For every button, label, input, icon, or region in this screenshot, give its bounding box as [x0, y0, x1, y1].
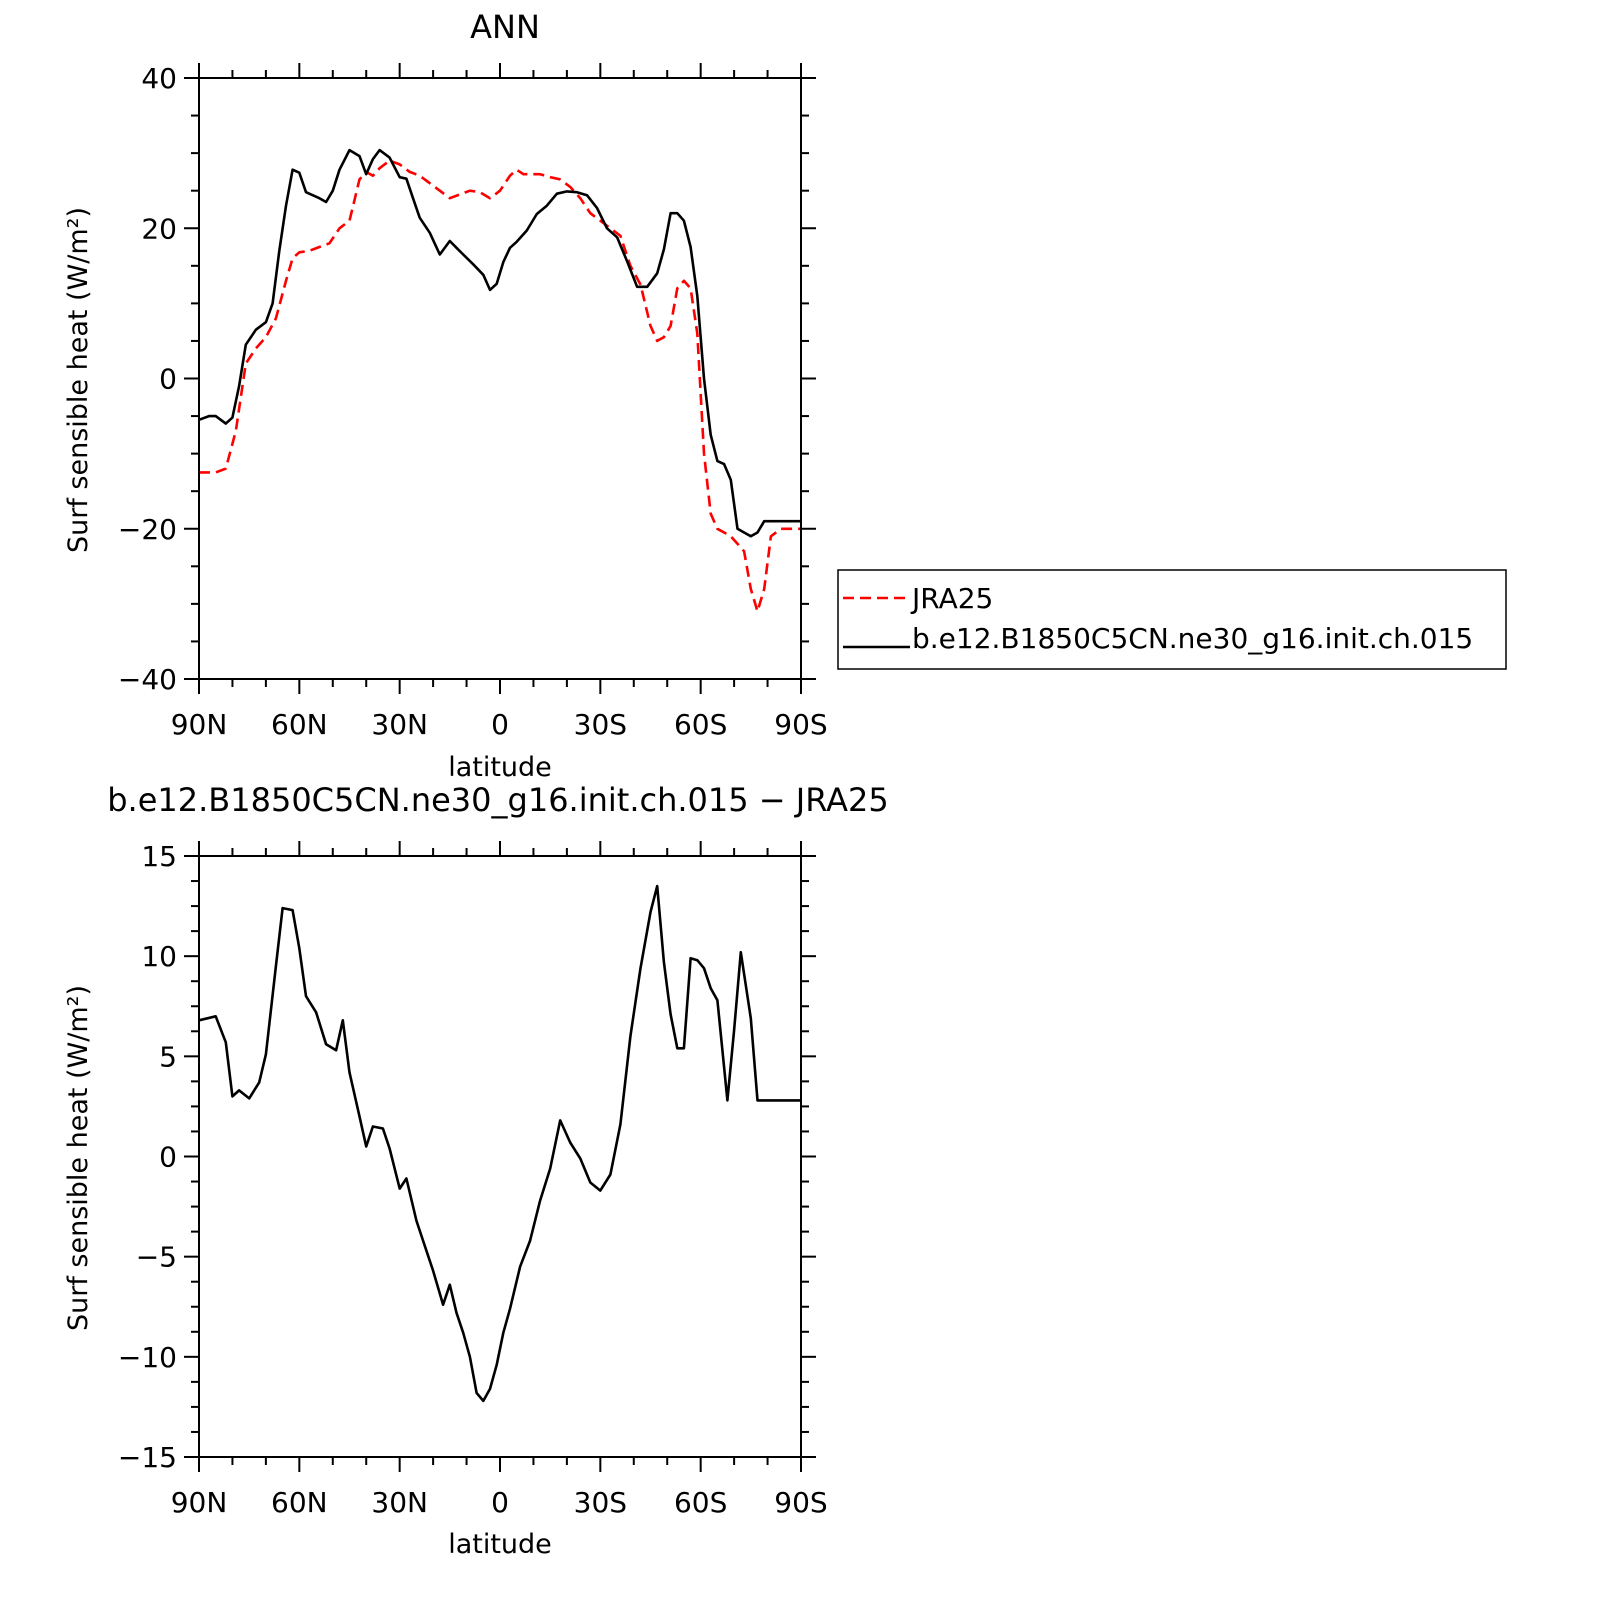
- y-tick-label: 20: [141, 212, 177, 245]
- y-tick-label: −15: [118, 1441, 177, 1474]
- series-line-series-0: [198, 884, 801, 1403]
- x-tick-label: 0: [491, 1486, 509, 1519]
- x-axis-label-difference: latitude: [448, 1529, 552, 1560]
- series-line-jra25: [199, 159, 801, 613]
- y-tick-label: 15: [141, 840, 177, 873]
- legend-box: [837, 569, 1507, 670]
- y-tick-label: −20: [118, 513, 177, 546]
- y-tick-label: −40: [118, 663, 177, 696]
- x-axis-ticks-difference: 90N 60N 30N 0 30S 60S 90S: [171, 841, 828, 1519]
- y-tick-label: −10: [118, 1341, 177, 1374]
- y-tick-label: −5: [136, 1241, 177, 1274]
- data-series-difference: [198, 884, 801, 1403]
- legend-label-jra25: JRA25: [910, 582, 993, 615]
- y-tick-label: 40: [141, 62, 177, 95]
- x-tick-label: 30N: [371, 1486, 428, 1519]
- x-tick-label: 90S: [774, 708, 827, 741]
- x-tick-label: 60S: [674, 708, 727, 741]
- y-axis-ticks-annual: 40 20 0 −20 −40: [118, 62, 816, 696]
- y-tick-label: 5: [159, 1040, 177, 1073]
- series-line-b-e12-b1850c5cn-ne30-g16-init-ch-015: [198, 148, 801, 538]
- chart-title-difference: b.e12.B1850C5CN.ne30_g16.init.ch.015 − J…: [107, 781, 889, 819]
- chart-difference: b.e12.B1850C5CN.ne30_g16.init.ch.015 − J…: [63, 781, 889, 1560]
- legend: JRA25 b.e12.B1850C5CN.ne30_g16.init.ch.0…: [837, 569, 1507, 670]
- legend-label-model: b.e12.B1850C5CN.ne30_g16.init.ch.015: [912, 622, 1473, 655]
- chart-title-annual: ANN: [470, 8, 540, 46]
- y-axis-label-difference: Surf sensible heat (W/m²): [63, 985, 94, 1331]
- x-tick-label: 30N: [371, 708, 428, 741]
- plot-frame-difference: [198, 855, 802, 1458]
- x-tick-label: 60N: [271, 1486, 328, 1519]
- x-tick-label: 30S: [574, 1486, 627, 1519]
- y-tick-label: 0: [159, 1141, 177, 1174]
- y-tick-label: 0: [159, 363, 177, 396]
- y-axis-label-annual: Surf sensible heat (W/m²): [63, 207, 94, 553]
- x-tick-label: 90S: [774, 1486, 827, 1519]
- x-tick-label: 60S: [674, 1486, 727, 1519]
- x-tick-label: 30S: [574, 708, 627, 741]
- plot-frame-annual: [198, 77, 802, 680]
- x-tick-label: 90N: [171, 1486, 228, 1519]
- x-tick-label: 90N: [171, 708, 228, 741]
- y-axis-ticks-difference: 15 10 5 0 −5 −10 −15: [118, 840, 816, 1474]
- x-tick-label: 60N: [271, 708, 328, 741]
- chart-annual: ANN 40 20 0 −20 −40 90N 60N 30N 0 30S 60S 90S lati…: [63, 8, 1507, 783]
- x-tick-label: 0: [491, 708, 509, 741]
- x-axis-ticks-annual: 90N 60N 30N 0 30S 60S 90S: [171, 63, 828, 741]
- x-axis-label-annual: latitude: [448, 752, 552, 783]
- data-series-annual: [198, 148, 801, 613]
- y-tick-label: 10: [141, 940, 177, 973]
